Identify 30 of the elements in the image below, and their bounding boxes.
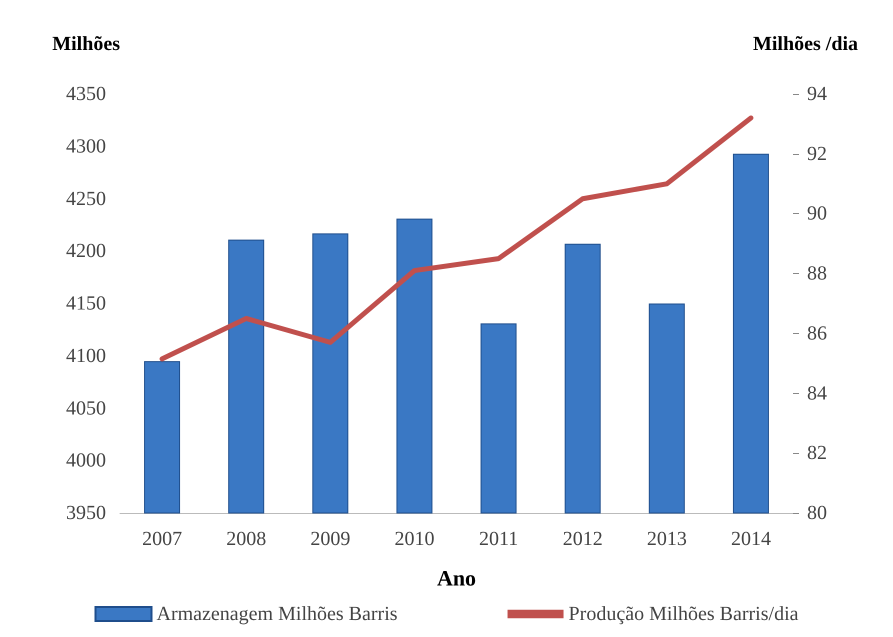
x-axis-title: Ano <box>436 566 476 590</box>
y-tick-label: 4150 <box>66 292 106 314</box>
y-tick-label: 4200 <box>66 240 106 262</box>
y-axis-title: Milhões <box>52 33 120 55</box>
y-tick-label: 4050 <box>66 397 106 420</box>
y2-tick-label: 86 <box>807 322 827 344</box>
y2-tick-label: 82 <box>807 442 827 464</box>
x-tick-label: 2009 <box>310 528 350 550</box>
y2-tick-label: 90 <box>807 202 827 225</box>
y2-tick-label: 84 <box>807 382 827 404</box>
y-tick-label: 4100 <box>66 344 106 367</box>
legend-label: Armazenagem Milhões Barris <box>156 603 398 625</box>
x-tick-label: 2007 <box>142 528 182 550</box>
y-tick-label: 4250 <box>66 188 106 210</box>
x-tick-label: 2010 <box>394 528 434 550</box>
y2-axis-title: Milhões /dia <box>753 33 858 55</box>
x-tick-label: 2012 <box>562 528 603 550</box>
y2-tick-label: 92 <box>807 142 827 165</box>
y2-tick-label: 80 <box>807 502 827 524</box>
y-tick-label: 4000 <box>66 450 106 472</box>
y2-tick-label: 94 <box>807 83 827 105</box>
y-tick-label: 3950 <box>66 502 106 524</box>
x-tick-label: 2014 <box>730 528 771 550</box>
x-tick-label: 2008 <box>226 528 266 550</box>
y-tick-label: 4300 <box>66 135 106 158</box>
legend-label: Produção Milhões Barris/dia <box>568 603 799 625</box>
y-tick-label: 4350 <box>66 83 106 105</box>
x-tick-label: 2011 <box>478 528 518 550</box>
x-tick-label: 2013 <box>646 528 687 550</box>
y2-tick-label: 88 <box>807 262 827 285</box>
